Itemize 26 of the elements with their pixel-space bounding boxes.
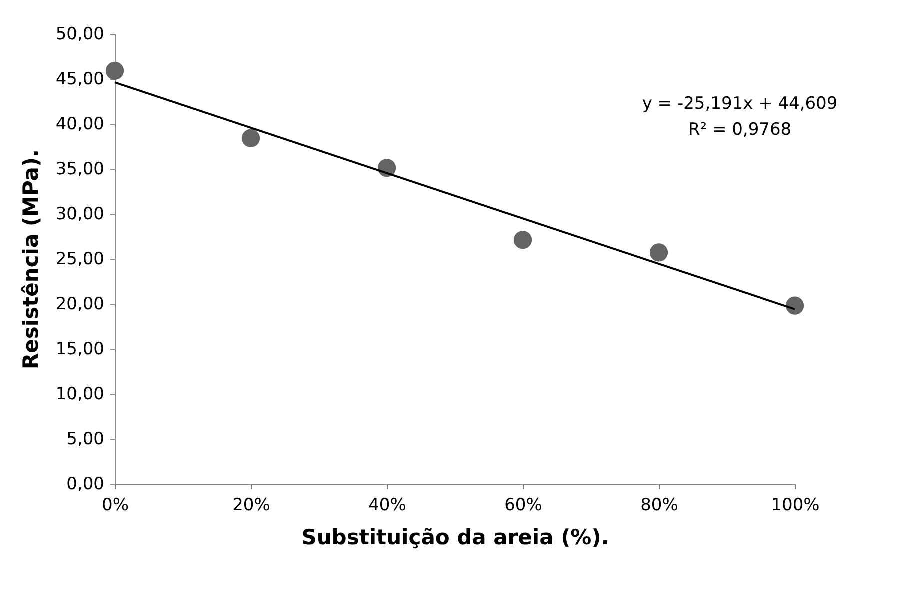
x-tick-label: 0% bbox=[102, 496, 129, 516]
point bbox=[106, 62, 124, 80]
annotation: y = -25,191x + 44,609 bbox=[642, 94, 838, 114]
y-tick-label: 25,00 bbox=[56, 250, 104, 270]
x-tick-label: 80% bbox=[640, 496, 678, 516]
point bbox=[650, 244, 668, 262]
point bbox=[786, 296, 804, 315]
x-tick-label: 20% bbox=[232, 496, 270, 516]
annotation: R² = 0,9768 bbox=[688, 120, 792, 140]
y-tick-label: 35,00 bbox=[56, 160, 104, 180]
y-tick-label: 30,00 bbox=[56, 204, 104, 224]
y-tick-label: 50,00 bbox=[56, 24, 104, 44]
y-tick-label: 10,00 bbox=[56, 384, 104, 404]
y-tick-label: 15,00 bbox=[56, 340, 104, 360]
y-tick-label: 45,00 bbox=[56, 70, 104, 90]
x-tick-label: 60% bbox=[504, 496, 542, 516]
point bbox=[514, 231, 532, 250]
x-tick-label: 40% bbox=[368, 496, 406, 516]
x-tick-label: 100% bbox=[771, 496, 820, 516]
y-axis-title: Resistência (MPa). bbox=[18, 149, 43, 370]
y-tick-label: 5,00 bbox=[66, 430, 104, 450]
y-tick-label: 40,00 bbox=[56, 114, 104, 134]
x-axis-title: Substituição da areia (%). bbox=[302, 526, 610, 550]
point bbox=[242, 129, 260, 148]
y-tick-label: 0,00 bbox=[66, 474, 104, 494]
y-tick-label: 20,00 bbox=[56, 294, 104, 314]
